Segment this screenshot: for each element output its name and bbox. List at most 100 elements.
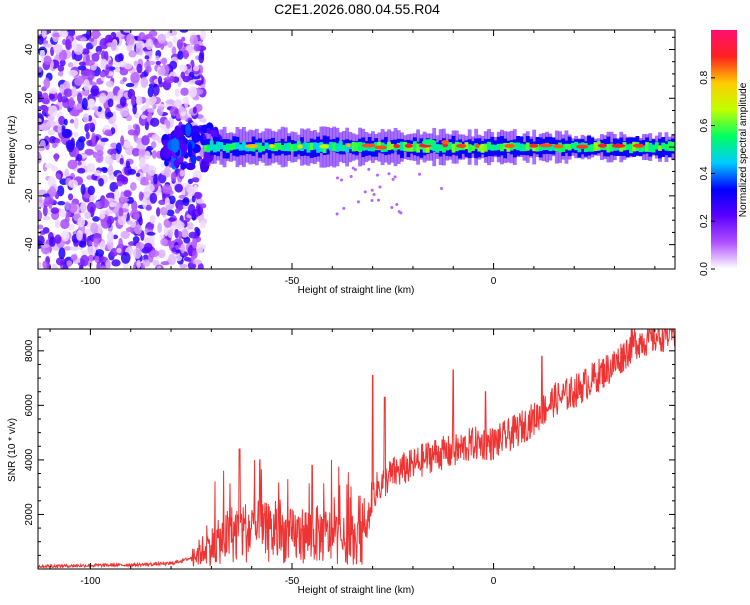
- heatmap-speck: [99, 198, 110, 209]
- heatmap-speck: [135, 172, 141, 177]
- heatmap-speck: [55, 257, 66, 266]
- heatmap-cell: [206, 144, 211, 153]
- heatmap-cell: [232, 142, 237, 150]
- heatmap-cell: [309, 142, 314, 151]
- heatmap-speck: [77, 92, 83, 104]
- heatmap-hotspot: [539, 143, 553, 148]
- heatmap-speck: [38, 35, 44, 45]
- heatmap-cell: [609, 143, 614, 152]
- heatmap-speck: [42, 106, 49, 113]
- heatmap-speck: [171, 247, 177, 252]
- heatmap-speck: [76, 229, 83, 241]
- heatmap-speck: [156, 265, 162, 269]
- heatmap-speck: [168, 195, 176, 205]
- heatmap-cell: [290, 144, 295, 152]
- heatmap-speck: [144, 55, 150, 60]
- heatmap-speck: [179, 30, 189, 33]
- heatmap-speck: [57, 64, 65, 72]
- heatmap-cell: [619, 144, 624, 152]
- heatmap-speck: [164, 166, 171, 178]
- colorbar-tick-label: 0.8: [699, 70, 710, 84]
- heatmap-cell: [625, 144, 630, 150]
- heatmap-speck: [199, 30, 206, 41]
- heatmap-speck: [39, 139, 46, 150]
- heatmap-speck: [117, 216, 127, 226]
- heatmap-cell: [629, 143, 633, 154]
- heatmap-speck: [90, 88, 99, 95]
- heatmap-cell: [283, 143, 288, 152]
- heatmap-speck: [157, 136, 162, 144]
- heatmap-speck: [107, 164, 114, 177]
- y-tick-label: 20: [24, 92, 35, 104]
- heatmap-speck: [61, 230, 70, 242]
- heatmap-speck: [111, 259, 121, 267]
- heatmap-speck: [114, 54, 123, 63]
- x-tick-label: 0: [491, 276, 497, 287]
- heatmap-speck: [120, 230, 130, 239]
- x-tick-label: -100: [80, 576, 100, 587]
- heatmap-speck: [190, 125, 201, 134]
- heatmap-speck: [372, 192, 376, 196]
- heatmap-speck: [147, 107, 155, 113]
- heatmap-speck: [65, 38, 72, 50]
- heatmap-speck: [180, 243, 186, 254]
- heatmap-cell: [645, 142, 649, 152]
- heatmap-cell: [593, 142, 598, 152]
- heatmap-speck: [135, 43, 144, 56]
- heatmap-speck: [54, 153, 59, 162]
- heatmap-speck: [86, 122, 94, 129]
- heatmap-speck: [378, 185, 382, 189]
- heatmap-speck: [188, 85, 198, 98]
- heatmap-speck: [80, 201, 87, 214]
- heatmap-speck: [165, 99, 175, 105]
- heatmap-speck: [159, 234, 165, 239]
- y-tick-label: -40: [24, 237, 35, 252]
- heatmap-speck: [340, 178, 344, 182]
- heatmap-speck: [151, 150, 157, 159]
- heatmap-speck: [194, 226, 200, 233]
- heatmap-speck: [48, 93, 55, 100]
- heatmap-speck: [101, 167, 108, 173]
- heatmap-cell: [222, 144, 227, 152]
- heatmap-speck: [174, 88, 180, 97]
- heatmap-cell: [570, 142, 575, 149]
- heatmap-speck: [83, 79, 90, 91]
- heatmap-speck: [84, 211, 91, 220]
- heatmap-speck: [57, 71, 64, 77]
- heatmap-cell: [480, 143, 485, 153]
- heatmap-speck: [68, 97, 75, 109]
- heatmap-speck: [121, 111, 130, 116]
- heatmap-speck: [57, 201, 66, 206]
- heatmap-speck: [152, 104, 157, 110]
- heatmap-cell: [371, 143, 375, 152]
- heatmap-speck: [155, 55, 160, 61]
- heatmap-cell: [412, 141, 417, 152]
- heatmap-speck: [77, 161, 82, 166]
- heatmap-cell: [409, 143, 414, 152]
- heatmap-hotspot: [245, 144, 259, 149]
- heatmap-hotspot: [475, 143, 480, 148]
- heatmap-panel: -100 -50 0 -40 -20 0 20 40 Height of straight l…: [7, 29, 676, 296]
- heatmap-speck: [178, 194, 186, 199]
- heatmap-speck: [52, 32, 61, 38]
- heatmap-speck: [73, 131, 79, 138]
- heatmap-speck: [63, 118, 68, 126]
- heatmap-speck: [39, 49, 45, 59]
- heatmap-cell: [212, 144, 217, 153]
- heatmap-speck: [98, 177, 104, 187]
- heatmap-speck: [42, 92, 49, 102]
- heatmap-speck: [182, 196, 190, 206]
- heatmap-speck: [171, 46, 177, 55]
- heatmap-cell: [341, 144, 346, 152]
- heatmap-cell: [345, 143, 350, 153]
- heatmap-speck: [88, 196, 95, 202]
- heatmap-speck: [58, 247, 66, 260]
- heatmap-speck: [86, 70, 95, 81]
- heatmap-cell: [441, 144, 446, 153]
- heatmap-speck: [43, 77, 51, 89]
- heatmap-cell: [245, 144, 250, 152]
- heatmap-cell: [551, 143, 556, 151]
- heatmap-speck: [123, 140, 131, 149]
- heatmap-speck: [156, 207, 161, 217]
